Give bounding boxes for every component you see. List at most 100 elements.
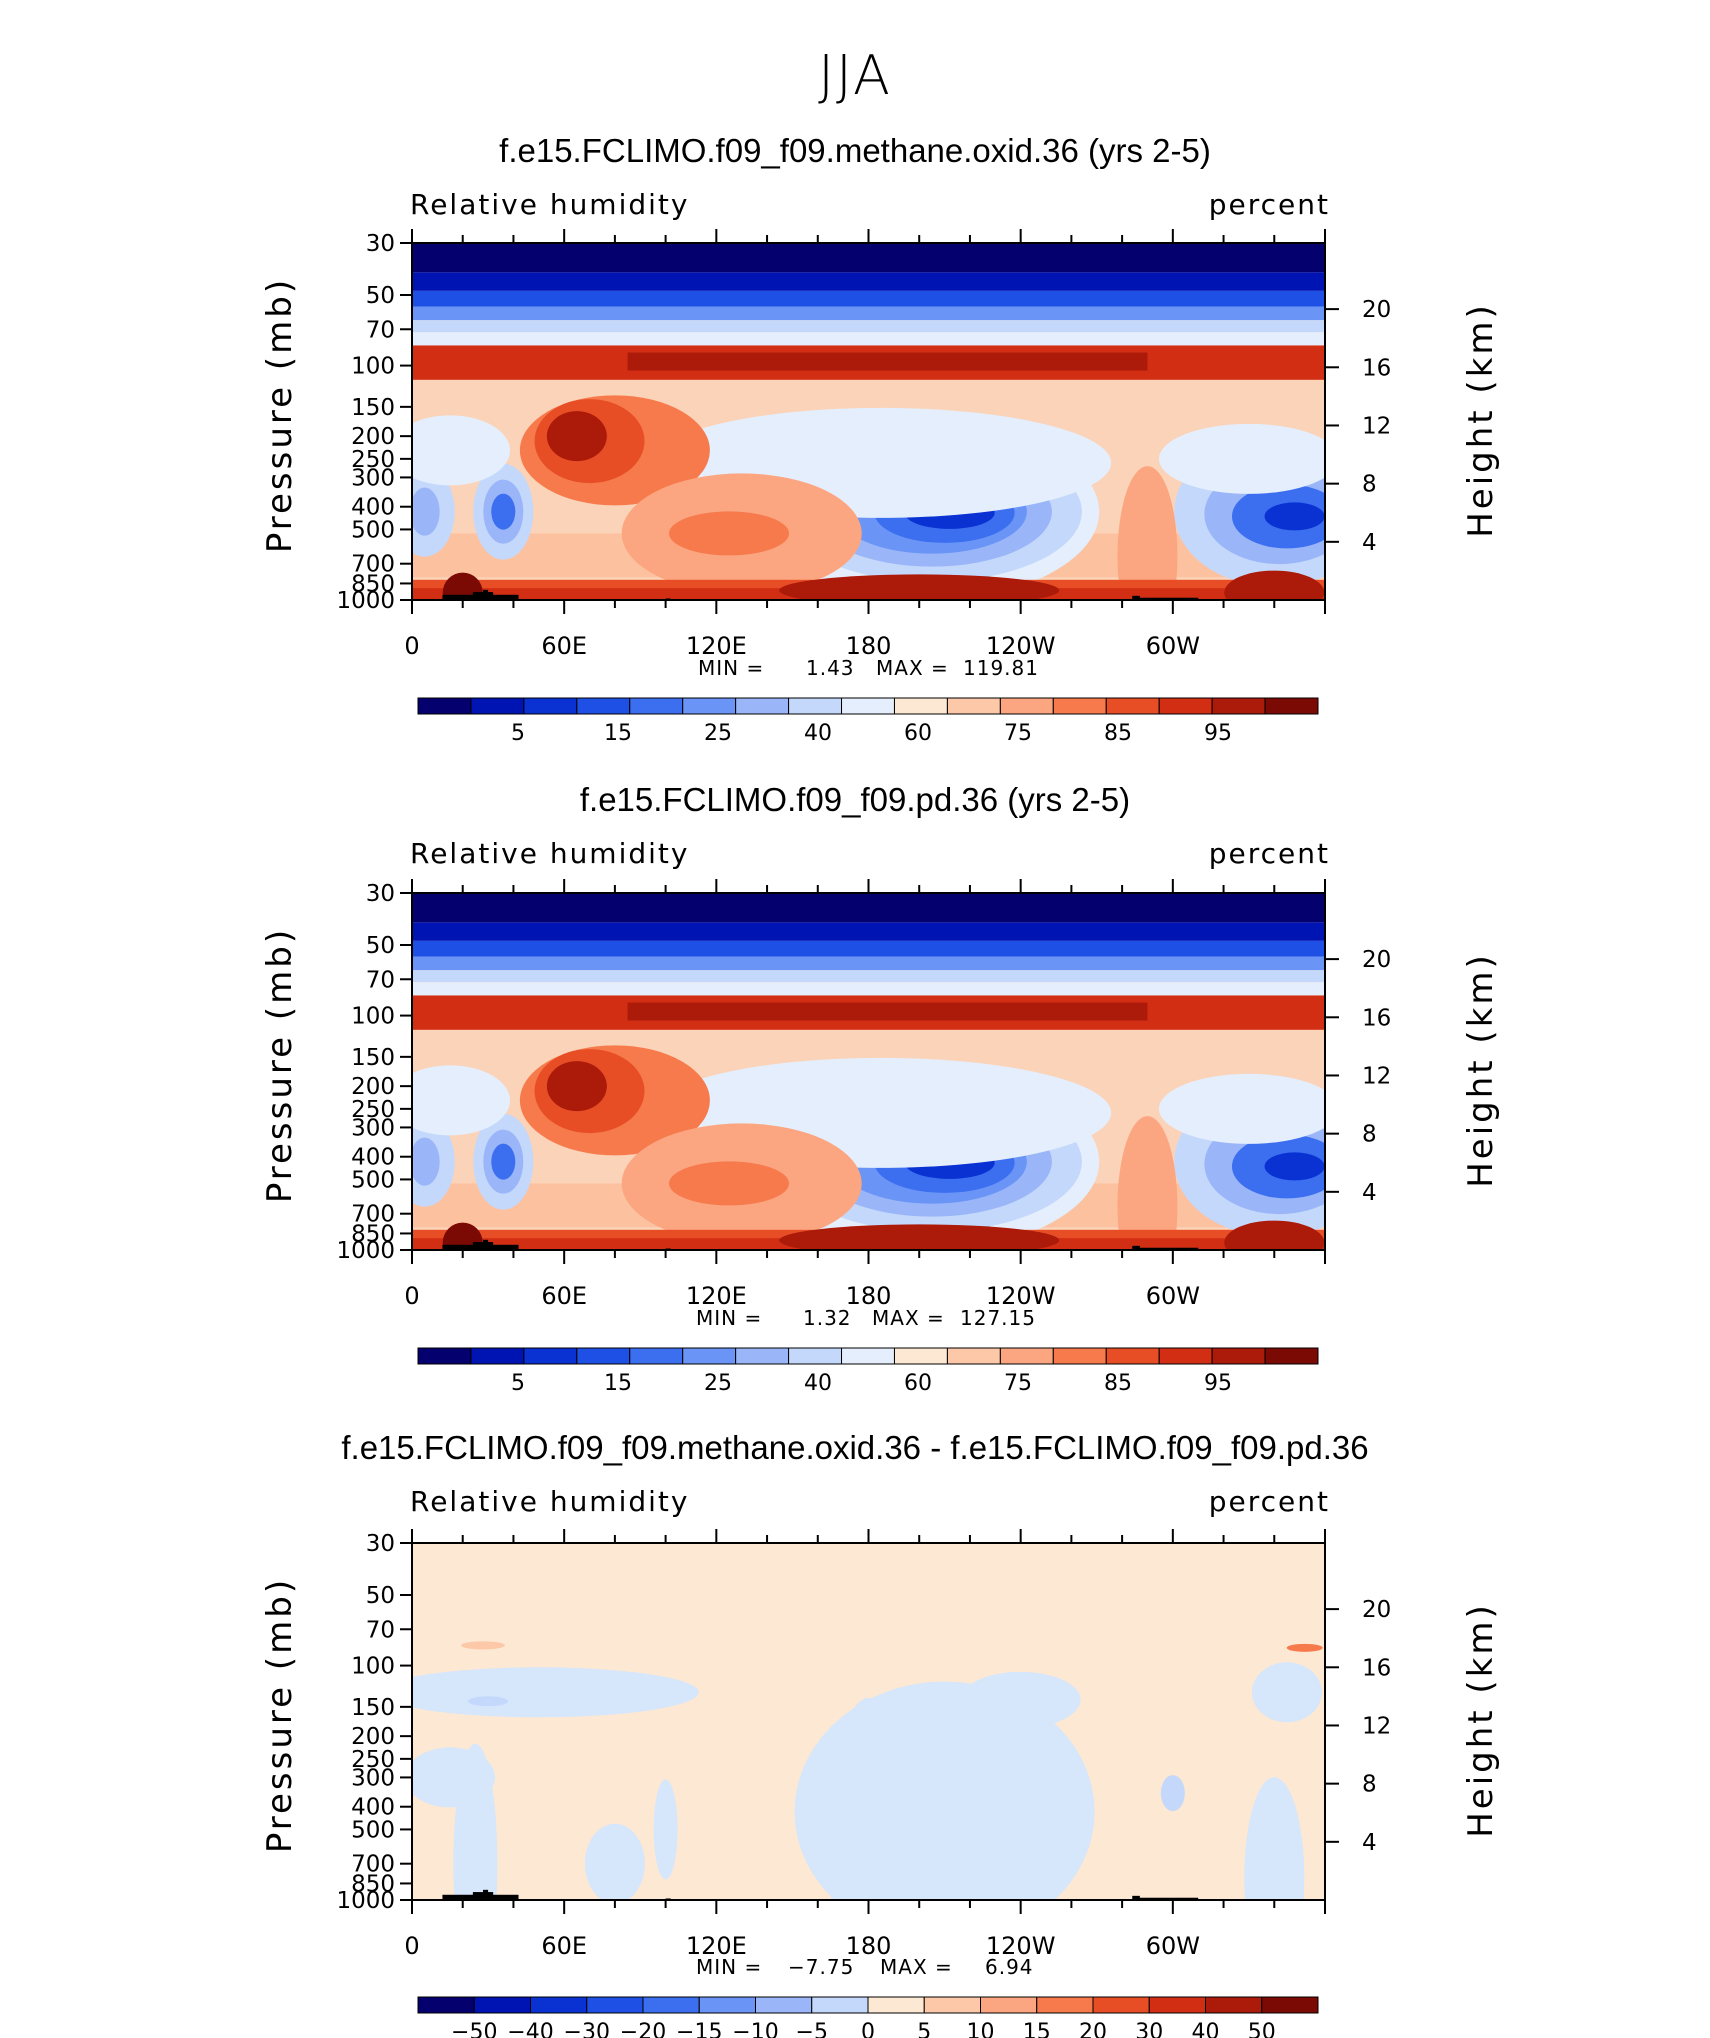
colorbar-box	[586, 1996, 644, 2014]
colorbar-box	[1105, 1347, 1160, 1365]
dry-zone-atlantic-core	[1264, 1152, 1325, 1181]
panel-2-units: percent	[1208, 837, 1330, 870]
colorbar-box	[1158, 697, 1213, 715]
stratosphere-layer	[412, 982, 1325, 996]
colorbar-box	[841, 697, 895, 715]
colorbar-box	[811, 1996, 869, 2014]
y2-tick-label: 4	[1362, 1830, 1377, 1856]
negative-anomaly-spot-2	[468, 1696, 509, 1707]
colorbar-label: 25	[704, 721, 732, 746]
colorbar-box	[1205, 1996, 1263, 2014]
y2-tick-label: 20	[1362, 1597, 1391, 1623]
y2-tick-label: 12	[1362, 1063, 1391, 1089]
moist-monsoon-core	[546, 411, 607, 462]
stratosphere-layer	[412, 893, 1325, 923]
colorbar-box	[1052, 1347, 1107, 1365]
y-tick-label: 850	[351, 1871, 395, 1897]
y-tick-label: 700	[351, 1202, 395, 1228]
x-tick-label: 120W	[986, 1282, 1056, 1310]
colorbar-box	[735, 697, 790, 715]
stratosphere-layer	[412, 970, 1325, 983]
y-tick-label: 200	[351, 1074, 395, 1100]
x-tick-label: 60W	[1146, 1932, 1200, 1960]
y2-tick-label: 8	[1362, 472, 1377, 498]
stratosphere-layer	[412, 290, 1325, 307]
colorbar-label: −15	[676, 2020, 722, 2038]
y-tick-label: 300	[351, 1115, 395, 1141]
colorbar-box	[946, 1347, 1001, 1365]
colorbar-box	[1211, 1347, 1266, 1365]
colorbar-box	[893, 697, 948, 715]
colorbar-box	[999, 697, 1054, 715]
negative-anomaly-upper-left	[412, 1667, 699, 1718]
colorbar-label: 95	[1204, 1371, 1232, 1396]
dry-zone-africa-core	[491, 1143, 516, 1180]
colorbar-label: −50	[451, 2020, 497, 2038]
panel-3-min-label: MIN =	[696, 1955, 763, 1979]
x-tick-label: 180	[846, 632, 892, 660]
colorbar-box	[417, 697, 472, 715]
x-tick-label: 60W	[1146, 632, 1200, 660]
topography-block	[483, 1889, 489, 1900]
colorbar-box	[1148, 1996, 1206, 2014]
x-tick-label: 180	[846, 1282, 892, 1310]
stratosphere-layer	[412, 320, 1325, 333]
dry-zone-upper-left	[412, 415, 511, 486]
y-tick-label: 500	[351, 517, 395, 543]
panel-3-units: percent	[1208, 1485, 1330, 1518]
panel-1-variable: Relative humidity	[410, 188, 690, 221]
plot-3-field	[412, 1543, 1325, 1900]
y-tick-label: 30	[366, 1531, 395, 1557]
panel-2-max-label: MAX =	[872, 1306, 945, 1330]
boundary-layer-pacific-max	[779, 1224, 1060, 1250]
x-tick-label: 120E	[686, 1932, 747, 1960]
y-tick-label: 700	[351, 1852, 395, 1878]
y-tick-label: 100	[351, 1004, 395, 1030]
colorbar-label: 95	[1204, 721, 1232, 746]
colorbar-box	[923, 1996, 981, 2014]
x-tick-label: 0	[404, 1282, 419, 1310]
panel-3-max-label: MAX =	[880, 1955, 953, 1979]
colorbar-label: −10	[732, 2020, 778, 2038]
y-tick-label: 1000	[336, 1888, 395, 1914]
panel-3-max-value: 6.94	[985, 1955, 1034, 1979]
panel-1-title: f.e15.FCLIMO.f09_f09.methane.oxid.36 (yr…	[499, 132, 1211, 169]
stratosphere-layer	[412, 272, 1325, 291]
y-tick-label: 250	[351, 447, 395, 473]
panel-1-min-label: MIN =	[698, 656, 765, 680]
colorbar-box	[946, 697, 1001, 715]
colorbar-box	[417, 1996, 475, 2014]
colorbar-label: −40	[507, 2020, 553, 2038]
y-tick-label: 70	[366, 317, 395, 343]
colorbar-box	[470, 697, 525, 715]
panel-3-title: f.e15.FCLIMO.f09_f09.methane.oxid.36 - f…	[341, 1429, 1369, 1466]
colorbar-label: 40	[804, 721, 832, 746]
colorbar-box	[735, 1347, 790, 1365]
negative-anomaly-atlantic	[1244, 1777, 1305, 1900]
colorbar-box	[682, 697, 737, 715]
colorbar-label: 0	[861, 2020, 875, 2038]
x-tick-label: 120E	[686, 1282, 747, 1310]
y-tick-label: 150	[351, 1695, 395, 1721]
positive-anomaly-spot-2	[1286, 1643, 1323, 1652]
panel-3-variable: Relative humidity	[410, 1485, 690, 1518]
moist-midlevel-core	[669, 511, 790, 556]
colorbar-label: −30	[564, 2020, 610, 2038]
y2-tick-label: 8	[1362, 1772, 1377, 1798]
negative-anomaly-africa	[453, 1743, 498, 1900]
colorbar-label: 5	[511, 721, 525, 746]
boundary-layer-west-max	[442, 572, 483, 600]
colorbar-label: −20	[620, 2020, 666, 2038]
y-tick-label: 50	[366, 933, 395, 959]
x-tick-label: 60E	[541, 1932, 587, 1960]
y-tick-label: 400	[351, 1145, 395, 1171]
y2-tick-label: 16	[1362, 1655, 1391, 1681]
y-tick-label: 30	[366, 881, 395, 907]
dry-zone-west-edge-core	[412, 1137, 440, 1186]
colorbar-box	[893, 1347, 948, 1365]
dry-zone-upper-right	[1158, 423, 1325, 494]
stratosphere-layer	[412, 922, 1325, 941]
y2-tick-label: 12	[1362, 413, 1391, 439]
